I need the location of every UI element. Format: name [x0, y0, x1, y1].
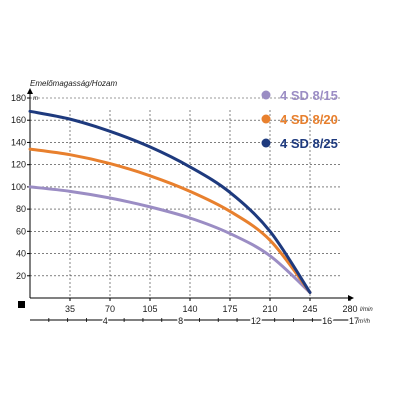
legend-marker-3 [261, 138, 271, 148]
x2-tick-label: 12 [251, 316, 261, 326]
y-axis-arrow [27, 88, 33, 94]
x2-tick-label: 16 [322, 316, 332, 326]
legend-marker-2 [261, 114, 271, 124]
x-tick-label: 35 [65, 304, 75, 314]
x2-tick-label: 17 [349, 316, 359, 326]
x-tick-label: 105 [142, 304, 157, 314]
x2-unit-label: m³/h [358, 319, 371, 325]
y-tick-label: 140 [11, 137, 26, 147]
x-axis-arrow [348, 295, 354, 301]
legend-label-2: 4 SD 8/20 [280, 112, 338, 127]
y-unit-label: m [33, 96, 38, 102]
y-tick-label: 80 [16, 204, 26, 214]
x-tick-label: 210 [262, 304, 277, 314]
legend-label-1: 4 SD 8/15 [280, 88, 338, 103]
chart-title: Emelőmagasság/Hozam [30, 79, 117, 88]
x-tick-label: 245 [302, 304, 317, 314]
x-unit-label: l/min [360, 307, 373, 313]
y-tick-label: 160 [11, 115, 26, 125]
y-tick-label: 100 [11, 182, 26, 192]
x2-tick-label: 8 [178, 316, 183, 326]
x-tick-label: 140 [182, 304, 197, 314]
y-tick-label: 120 [11, 160, 26, 170]
series-lines [28, 109, 312, 294]
y-tick-label: 180 [11, 93, 26, 103]
x-tick-label: 175 [222, 304, 237, 314]
y-tick-label: 20 [16, 271, 26, 281]
series-line-1 [28, 185, 312, 294]
legend-marker-1 [261, 90, 271, 100]
series-line-2 [28, 147, 312, 294]
x2-tick-label: 4 [103, 316, 108, 326]
series-line-3 [28, 109, 312, 294]
x-tick-label: 70 [105, 304, 115, 314]
tick-labels: 20 40 60 80 100 120 140 160 180 m 35 70 105 140 175 210… [11, 93, 373, 328]
legend: 4 SD 8/15 4 SD 8/20 4 SD 8/25 [261, 88, 338, 151]
origin-marker [18, 301, 25, 308]
x-tick-label: 280 [342, 304, 357, 314]
legend-label-3: 4 SD 8/25 [280, 136, 338, 151]
y-tick-label: 40 [16, 249, 26, 259]
y-tick-label: 60 [16, 226, 26, 236]
